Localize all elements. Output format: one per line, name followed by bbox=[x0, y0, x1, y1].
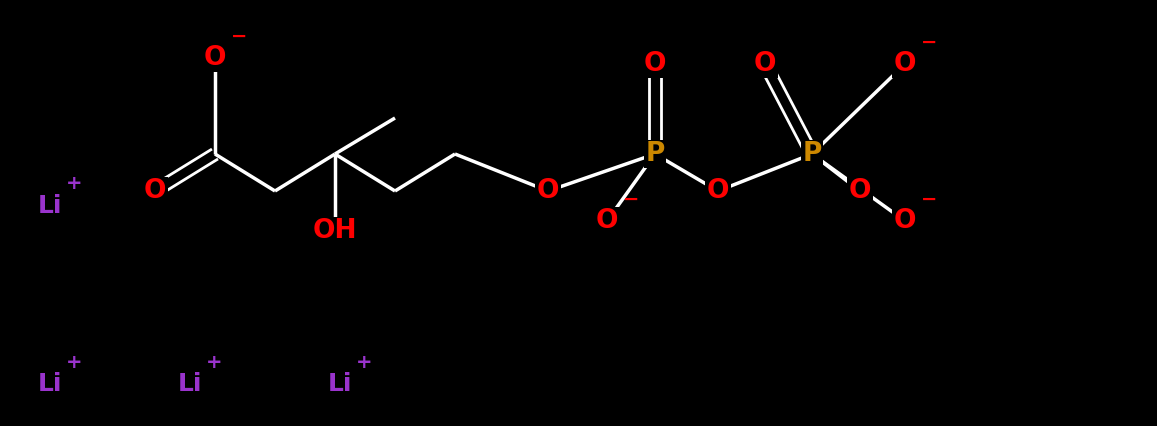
Text: −: − bbox=[230, 26, 248, 46]
Text: O: O bbox=[893, 208, 916, 234]
Text: P: P bbox=[646, 141, 664, 167]
Text: −: − bbox=[622, 190, 639, 208]
Text: OH: OH bbox=[312, 218, 358, 244]
Text: Li: Li bbox=[178, 372, 202, 396]
Text: O: O bbox=[204, 45, 227, 71]
Text: −: − bbox=[921, 190, 937, 208]
Text: Li: Li bbox=[38, 372, 62, 396]
Text: +: + bbox=[355, 352, 373, 371]
Text: +: + bbox=[206, 352, 222, 371]
Text: Li: Li bbox=[38, 194, 62, 218]
Text: Li: Li bbox=[327, 372, 352, 396]
Text: O: O bbox=[643, 51, 666, 77]
Text: O: O bbox=[143, 178, 167, 204]
Text: O: O bbox=[849, 178, 871, 204]
Text: +: + bbox=[66, 175, 82, 193]
Text: O: O bbox=[753, 51, 776, 77]
Text: −: − bbox=[921, 32, 937, 52]
Text: O: O bbox=[707, 178, 729, 204]
Text: P: P bbox=[802, 141, 821, 167]
Text: O: O bbox=[537, 178, 559, 204]
Text: O: O bbox=[596, 208, 618, 234]
Text: +: + bbox=[66, 352, 82, 371]
Text: O: O bbox=[893, 51, 916, 77]
